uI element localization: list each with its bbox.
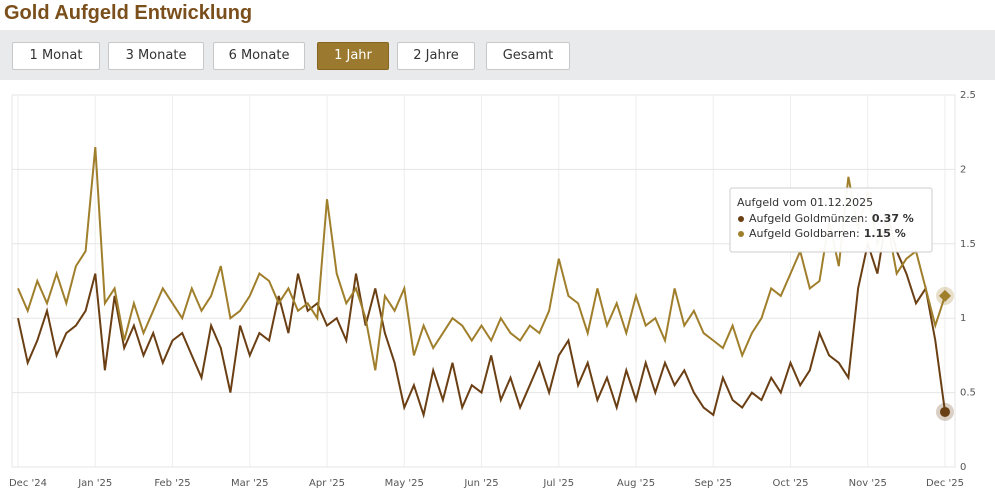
x-tick-label: Dec '24 [9,478,47,489]
tooltip-label: Aufgeld Goldmünzen: [749,212,868,225]
x-tick-label: May '25 [385,478,424,489]
range-toolbar: 1 Monat 3 Monate 6 Monate 1 Jahr 2 Jahre Gesa… [0,30,995,80]
x-tick-label: Feb '25 [154,478,190,489]
x-tick-label: Oct '25 [773,478,809,489]
tooltip-value: 1.15 % [864,227,906,240]
y-tick-label: 1 [960,313,966,324]
x-tick-label: Apr '25 [309,478,345,489]
x-tick-label: Aug '25 [617,478,655,489]
range-button[interactable]: 1 Monat [12,42,100,70]
y-tick-label: 2 [960,164,966,175]
y-tick-label: 0 [960,462,966,473]
plot-border [11,94,956,468]
x-tick-label: Sep '25 [695,478,733,489]
range-button[interactable]: 3 Monate [108,42,204,70]
chart: Dec '24 Jan '25 Feb '25 Mar '25 Apr '25 May '… [9,90,976,489]
x-tick-label: Jun '25 [463,478,498,489]
range-button[interactable]: 6 Monate [213,42,305,70]
page-title: Gold Aufgeld Entwicklung [4,2,253,24]
tooltip-title: Aufgeld vom 01.12.2025 [737,196,873,209]
end-marker [939,289,951,302]
tooltip-item: Aufgeld Goldbarren: 1.15 % [749,227,906,240]
series-line [17,213,946,419]
tooltip-box [729,187,933,253]
tooltip-dot [738,231,744,237]
y-tick-label: 1.5 [960,239,976,250]
tooltip: Aufgeld vom 01.12.2025 Aufgeld Goldmünzen… [729,187,933,253]
end-marker [940,406,950,417]
x-tick-label: Mar '25 [231,478,269,489]
series-line [17,147,946,371]
x-tick-label: Jul '25 [542,478,574,489]
range-button[interactable]: 1 Jahr [317,42,389,70]
tooltip-item: Aufgeld Goldmünzen: 0.37 % [749,212,914,225]
tooltip-value: 0.37 % [872,212,914,225]
tooltip-dot [738,216,744,222]
range-button[interactable]: Gesamt [486,42,570,70]
x-tick-label: Dec '25 [926,478,964,489]
tooltip-label: Aufgeld Goldbarren: [749,227,860,240]
y-tick-label: 2.5 [960,90,976,101]
x-tick-label: Jan '25 [77,478,112,489]
x-tick-label: Nov '25 [849,478,887,489]
y-tick-label: 0.5 [960,388,976,399]
range-button[interactable]: 2 Jahre [397,42,475,70]
